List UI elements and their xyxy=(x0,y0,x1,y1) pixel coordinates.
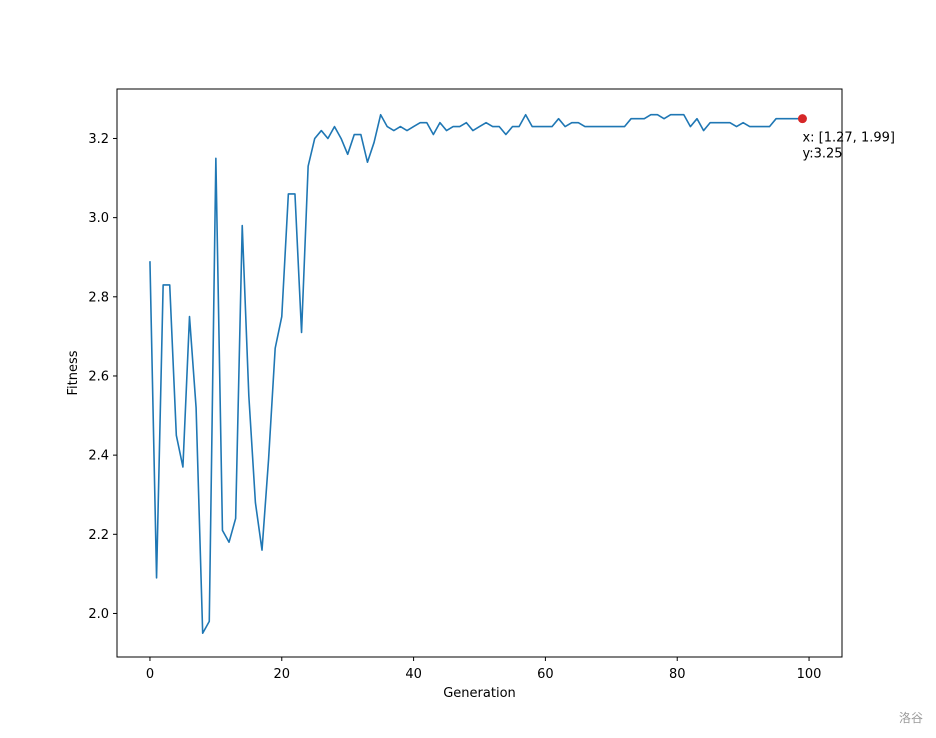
plot-area xyxy=(117,89,842,657)
best-point-label-y: y:3.25 xyxy=(802,147,842,162)
y-axis-label: Fitness xyxy=(66,350,81,395)
best-point-label-x: x: [1.27, 1.99] xyxy=(802,131,895,146)
axis-ticks: 0 20 40 60 80 100 2.0 2.2 2.4 2.6 2.8 3.0 3.2 xyxy=(88,132,821,682)
x-axis-label: Generation xyxy=(443,686,516,701)
y-tick-label: 2.8 xyxy=(88,290,109,305)
x-tick-label: 100 xyxy=(797,667,822,682)
x-tick-label: 40 xyxy=(405,667,422,682)
x-tick-label: 0 xyxy=(146,667,154,682)
fitness-series-line xyxy=(149,113,803,635)
x-tick-label: 20 xyxy=(273,667,290,682)
plot-frame xyxy=(116,88,843,658)
y-tick-label: 2.0 xyxy=(88,607,109,622)
y-tick-label: 3.2 xyxy=(88,132,109,147)
y-tick-label: 3.0 xyxy=(88,211,109,226)
x-tick-label: 60 xyxy=(537,667,554,682)
y-tick-label: 2.2 xyxy=(88,528,109,543)
x-tick-label: 80 xyxy=(669,667,686,682)
y-tick-label: 2.6 xyxy=(88,369,109,384)
y-tick-label: 2.4 xyxy=(88,449,109,464)
best-point-marker xyxy=(797,114,807,124)
watermark-text: 洛谷 xyxy=(898,711,923,725)
